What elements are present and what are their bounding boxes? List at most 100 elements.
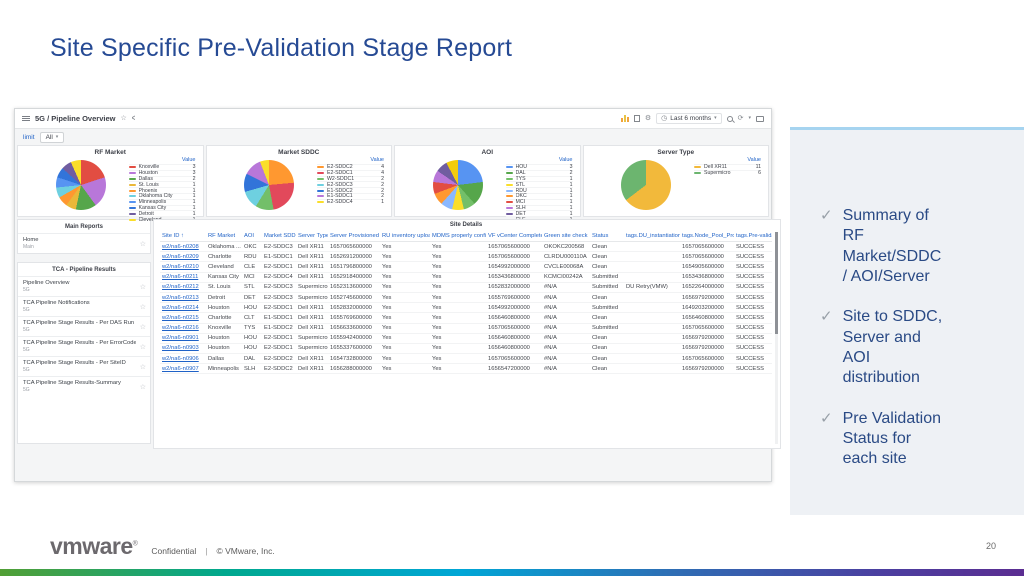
- legend-row[interactable]: Supermicro 6: [694, 169, 761, 176]
- tv-mode-icon[interactable]: [756, 115, 764, 122]
- legend-row[interactable]: W2-SDDC1 2: [317, 175, 384, 182]
- legend-row[interactable]: E2-SDDC1 4: [317, 169, 384, 176]
- legend-row[interactable]: Houston 3: [128, 169, 196, 176]
- legend-row[interactable]: Knoxville 3: [128, 164, 196, 170]
- refresh-icon[interactable]: ⟳: [737, 115, 744, 122]
- site-id-link[interactable]: w2/na6-n0210: [160, 261, 206, 273]
- star-icon[interactable]: ☆: [139, 383, 146, 391]
- column-header[interactable]: Server Type: [296, 232, 328, 242]
- breadcrumb[interactable]: 5G / Pipeline Overview: [35, 114, 116, 123]
- legend-row[interactable]: OKC 1: [505, 192, 573, 199]
- legend-row[interactable]: St. Louis 1: [128, 181, 196, 188]
- table-cell: Yes: [380, 251, 430, 263]
- save-icon[interactable]: [633, 115, 640, 122]
- column-header[interactable]: Status: [590, 232, 624, 242]
- star-icon[interactable]: ☆: [139, 323, 146, 331]
- legend-row[interactable]: RDU 1: [505, 187, 573, 194]
- sidebar-report-link[interactable]: TCA Pipeline Notifications 5G ☆: [18, 296, 150, 316]
- column-header[interactable]: tags.Node_Pool_Provisioning_: [680, 232, 734, 242]
- table-scrollbar[interactable]: [775, 232, 778, 444]
- gear-icon[interactable]: ⚙: [644, 115, 652, 122]
- column-header[interactable]: Market SDDC: [262, 232, 296, 242]
- legend-row[interactable]: HOU 3: [505, 164, 573, 170]
- legend-row[interactable]: E2-SDDC2 4: [317, 164, 384, 170]
- zoom-out-icon[interactable]: [726, 115, 733, 122]
- legend-label: RDU: [515, 187, 527, 194]
- legend-row[interactable]: E1-SDDC1 2: [317, 192, 384, 199]
- chart-panel: RF Market Value Knoxville 3 Houston 3 Dallas 2 S…: [17, 145, 204, 223]
- column-header[interactable]: MDMS properly configured: [430, 232, 486, 242]
- site-id-link[interactable]: w2/na6-n0215: [160, 312, 206, 324]
- sidebar-report-link[interactable]: Home Main ☆: [18, 233, 150, 253]
- legend-row[interactable]: Oklahoma City 1: [128, 192, 196, 199]
- column-header[interactable]: AOI: [242, 232, 262, 242]
- star-icon[interactable]: ☆: [139, 283, 146, 291]
- site-id-link[interactable]: w2/na6-n0214: [160, 302, 206, 314]
- site-id-link[interactable]: w2/na6-n0216: [160, 323, 206, 334]
- legend-row[interactable]: DET 1: [505, 210, 573, 217]
- mini-chart-icon[interactable]: [620, 115, 629, 122]
- site-id-link[interactable]: w2/na6-n0906: [160, 353, 206, 365]
- legend-row[interactable]: E2-SDDC4 1: [317, 198, 384, 205]
- sidebar-report-link[interactable]: TCA Pipeline Stage Results - Per DAS Run…: [18, 316, 150, 336]
- legend-row[interactable]: E2-SDDC3 2: [317, 181, 384, 188]
- legend-row[interactable]: SLH 1: [505, 204, 573, 211]
- table-cell: Charlotte: [206, 251, 242, 263]
- star-icon[interactable]: ☆: [139, 363, 146, 371]
- table-row: w2/na6-n0215 Charlotte CLT E1-SDDC1 Dell XR1…: [160, 312, 772, 324]
- site-id-link[interactable]: w2/na6-n0212: [160, 282, 206, 293]
- column-header[interactable]: tags.DU_instantiation_complet: [624, 232, 680, 242]
- column-header[interactable]: VF vCenter Completed Date: [486, 232, 542, 242]
- sidebar-report-link[interactable]: TCA Pipeline Stage Results-Summary 5G ☆: [18, 376, 150, 396]
- column-header[interactable]: Server Provisioned: [328, 232, 380, 242]
- sidebar-report-link[interactable]: Pipeline Overview 5G ☆: [18, 276, 150, 296]
- legend-row[interactable]: Dallas 2: [128, 175, 196, 182]
- scrollbar-thumb[interactable]: [775, 232, 778, 334]
- star-icon[interactable]: ☆: [139, 303, 146, 311]
- limit-variable-label[interactable]: limit: [23, 133, 35, 141]
- table-cell: Yes: [380, 333, 430, 344]
- legend-row[interactable]: STL 1: [505, 181, 573, 188]
- column-header[interactable]: RF Market: [206, 232, 242, 242]
- table-cell: SUCCESS: [734, 302, 772, 314]
- sidebar-report-link[interactable]: TCA Pipeline Stage Results - Per SiteID 5…: [18, 356, 150, 376]
- legend-value: 2: [569, 170, 573, 177]
- legend-row[interactable]: Phoenix 1: [128, 187, 196, 194]
- report-title: TCA Pipeline Stage Results - Per SiteID: [23, 360, 126, 366]
- legend-row[interactable]: E1-SDDC2 2: [317, 187, 384, 194]
- table-cell: 1652264000000: [680, 282, 734, 293]
- site-id-link[interactable]: w2/na6-n0901: [160, 333, 206, 344]
- refresh-caret-icon[interactable]: ▾: [748, 115, 751, 121]
- table-cell: Dell XR11: [296, 302, 328, 314]
- site-id-link[interactable]: w2/na6-n0213: [160, 292, 206, 304]
- site-id-link[interactable]: w2/na6-n0903: [160, 343, 206, 355]
- legend-row[interactable]: Detroit 1: [128, 210, 196, 217]
- site-id-link[interactable]: w2/na6-n0907: [160, 363, 206, 375]
- column-header[interactable]: Site ID ↑: [160, 232, 206, 242]
- legend-row[interactable]: Minneapolis 1: [128, 198, 196, 205]
- table-cell: 1651796800000: [328, 261, 380, 273]
- site-id-link[interactable]: w2/na6-n0209: [160, 251, 206, 263]
- site-id-link[interactable]: w2/na6-n0211: [160, 272, 206, 283]
- all-dropdown[interactable]: All ▾: [39, 131, 65, 143]
- legend-row[interactable]: Kansas City 1: [128, 204, 196, 211]
- legend-row[interactable]: DAL 2: [505, 169, 573, 177]
- star-icon[interactable]: ☆: [120, 115, 127, 122]
- star-icon[interactable]: ☆: [139, 240, 146, 248]
- table-cell: Clean: [590, 251, 624, 263]
- star-icon[interactable]: ☆: [139, 343, 146, 351]
- site-id-link[interactable]: w2/na6-n0208: [160, 241, 206, 253]
- legend-row[interactable]: MCI 1: [505, 198, 573, 205]
- legend-row[interactable]: Dell XR11 11: [694, 164, 761, 170]
- column-header[interactable]: RU inventory uploaded: [380, 232, 430, 242]
- legend-label: SLH: [515, 204, 526, 211]
- column-header[interactable]: tags.Pre-validation_status: [734, 232, 772, 242]
- share-icon[interactable]: <: [131, 114, 136, 123]
- sidebar-report-link[interactable]: TCA Pipeline Stage Results - Per ErrorCo…: [18, 336, 150, 356]
- column-header[interactable]: Green site check: [542, 232, 590, 242]
- time-range-picker[interactable]: ◷ Last 6 months ▾: [656, 113, 722, 124]
- legend-row[interactable]: TYS 1: [505, 175, 573, 182]
- menu-icon[interactable]: [22, 115, 30, 122]
- table-cell: OKOKC200568: [542, 241, 590, 253]
- table-cell: Dell XR11: [296, 363, 328, 375]
